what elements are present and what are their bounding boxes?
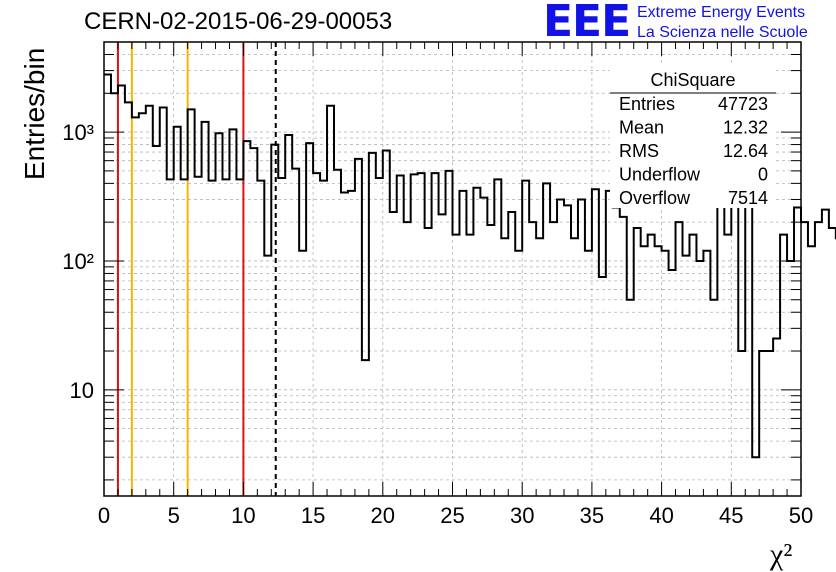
y-tick-label: 10	[70, 378, 94, 403]
y-tick-label: 10²	[62, 249, 94, 274]
logo-line-2: La Scienza nelle Scuole	[637, 24, 808, 41]
stats-title: ChiSquare	[650, 70, 735, 90]
x-tick-label: 40	[649, 503, 673, 528]
x-tick-label: 45	[719, 503, 743, 528]
stats-label: RMS	[619, 141, 659, 161]
x-tick-label: 50	[789, 503, 813, 528]
x-tick-label: 20	[371, 503, 395, 528]
x-tick-label: 35	[580, 503, 604, 528]
x-tick-label: 15	[301, 503, 325, 528]
stats-value: 12.64	[723, 141, 768, 161]
stats-box	[610, 66, 776, 208]
y-axis-label: Entries/bin	[19, 48, 50, 180]
stats-value: 7514	[728, 188, 768, 208]
chart-title: CERN-02-2015-06-29-00053	[84, 8, 393, 35]
x-tick-label: 25	[440, 503, 464, 528]
stats-value: 0	[758, 165, 768, 185]
stats-label: Overflow	[619, 188, 691, 208]
x-tick-label: 30	[510, 503, 534, 528]
x-tick-label: 5	[168, 503, 180, 528]
eee-logo: EEE	[543, 0, 631, 47]
x-axis-label: χ²	[769, 538, 792, 571]
histogram-line	[104, 73, 836, 459]
x-tick-label: 0	[98, 503, 110, 528]
stats-label: Entries	[619, 94, 675, 114]
x-tick-label: 10	[231, 503, 255, 528]
stats-value: 47723	[718, 94, 768, 114]
stats-label: Underflow	[619, 165, 701, 185]
stats-value: 12.32	[723, 118, 768, 138]
stats-label: Mean	[619, 118, 664, 138]
y-tick-label: 10³	[62, 120, 94, 145]
logo-line-1: Extreme Energy Events	[637, 4, 806, 21]
